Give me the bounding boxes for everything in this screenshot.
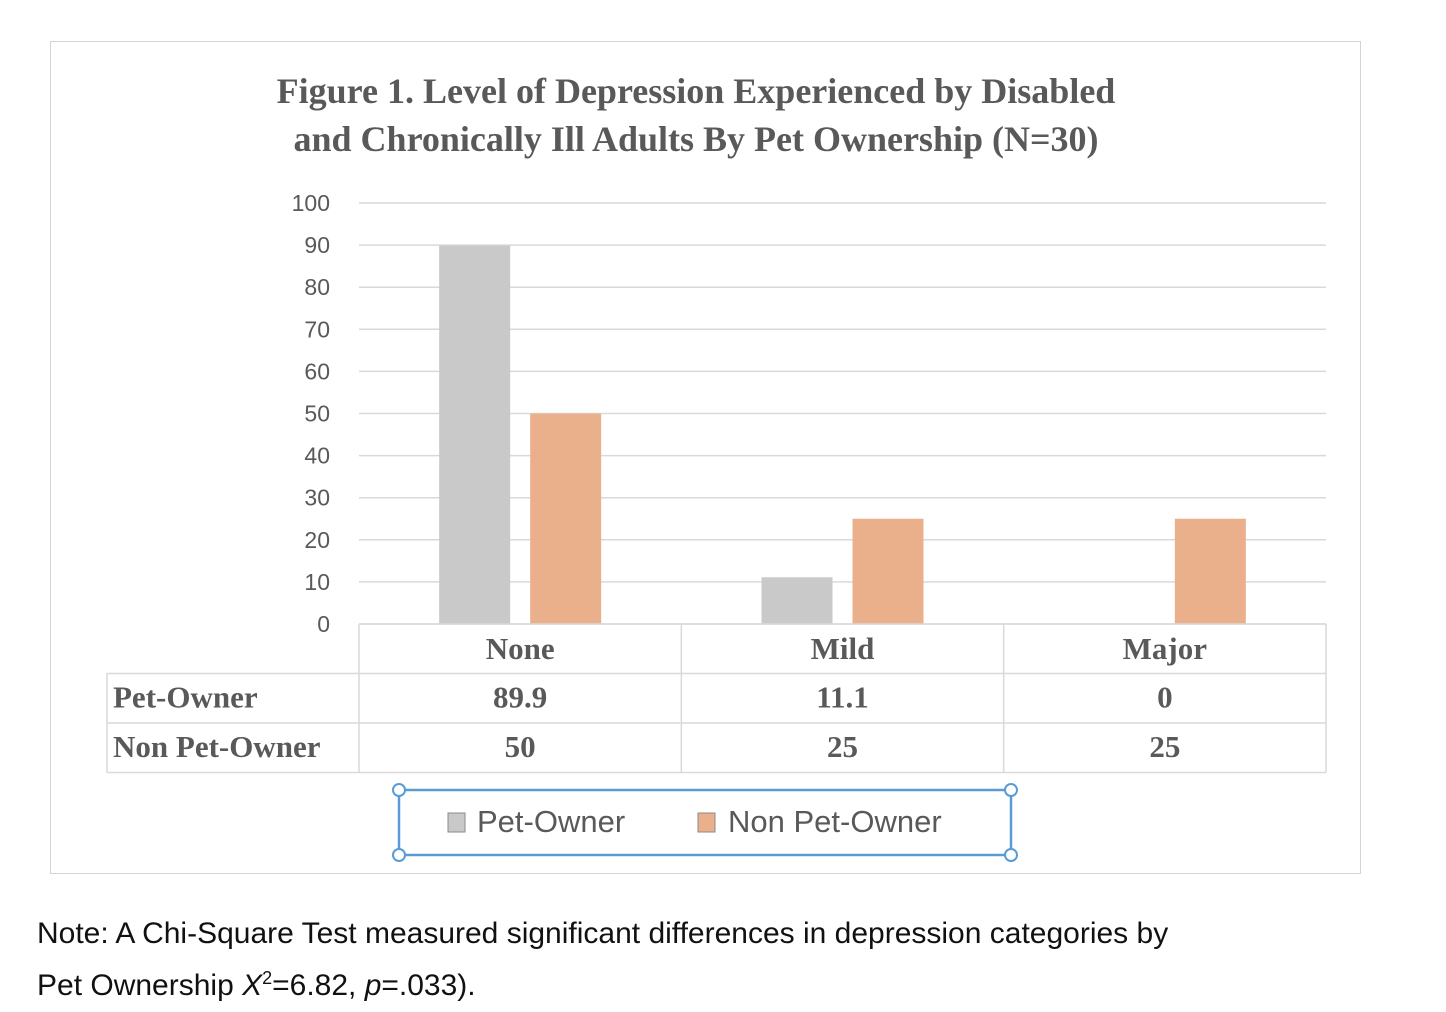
legend-label-pet-owner: Pet-Owner [477, 804, 625, 839]
table-cell-pet-owner-none: 89.9 [493, 680, 547, 715]
bar-non-pet-owner-none [530, 413, 602, 624]
y-tick-label-10: 10 [304, 569, 330, 595]
table-cell-non-pet-owner-none: 50 [505, 729, 536, 764]
resize-handle-top-left[interactable] [392, 783, 406, 797]
y-tick-label-90: 90 [304, 232, 330, 258]
chart-note: Note: A Chi-Square Test measured signifi… [37, 912, 1417, 1008]
table-row-label-pet-owner: Pet-Owner [113, 680, 258, 715]
table-cell-non-pet-owner-mild: 25 [827, 729, 858, 764]
bar-pet-owner-none [439, 245, 511, 624]
table-row-label-non-pet-owner: Non Pet-Owner [113, 729, 321, 764]
y-tick-label-0: 0 [317, 611, 330, 637]
p-symbol: p [364, 969, 382, 1002]
resize-handle-bottom-left[interactable] [392, 848, 406, 862]
gridlines [359, 202, 1326, 625]
legend-label-non-pet-owner: Non Pet-Owner [728, 804, 942, 839]
table-cell-pet-owner-major: 0 [1157, 680, 1173, 715]
legend-swatch-pet-owner [447, 812, 466, 833]
chart-title-line-1: Figure 1. Level of Depression Experience… [277, 71, 1116, 111]
table-cell-pet-owner-mild: 11.1 [816, 680, 869, 715]
legend-swatch-non-pet-owner [697, 812, 716, 833]
note-prefix: Pet Ownership [37, 969, 243, 1002]
table-cell-non-pet-owner-major: 25 [1149, 729, 1180, 764]
y-tick-label-20: 20 [304, 527, 330, 553]
category-label-mild: Mild [811, 631, 875, 666]
resize-handle-top-right[interactable] [1004, 783, 1018, 797]
bar-non-pet-owner-mild [852, 518, 924, 624]
y-tick-label-80: 80 [304, 274, 330, 300]
chi-square-symbol: X [242, 969, 263, 1002]
y-tick-label-60: 60 [304, 358, 330, 384]
note-line-1: Note: A Chi-Square Test measured signifi… [37, 917, 1169, 950]
chart-title-line-2: and Chronically Ill Adults By Pet Owners… [294, 119, 1099, 159]
resize-handle-bottom-right[interactable] [1004, 848, 1018, 862]
y-tick-label-40: 40 [304, 443, 330, 469]
p-value: =.033). [381, 969, 476, 1002]
y-tick-label-50: 50 [304, 401, 330, 427]
legend[interactable]: Pet-Owner Non Pet-Owner [392, 783, 1018, 862]
chi-square-superscript: 2 [262, 968, 273, 988]
bar-pet-owner-mild [761, 577, 833, 624]
bars [439, 245, 1246, 624]
y-axis-tick-labels: 0 10 20 30 40 50 60 70 80 90 100 [292, 190, 330, 637]
y-tick-label-100: 100 [292, 190, 330, 216]
y-tick-label-70: 70 [304, 316, 330, 342]
bar-chart: Figure 1. Level of Depression Experience… [106, 71, 1327, 862]
legend-selection-box [397, 788, 1013, 857]
chart-title: Figure 1. Level of Depression Experience… [277, 71, 1116, 159]
data-table: None Mild Major Pet-Owner 89.9 11.1 0 Non Pet-O… [106, 623, 1327, 774]
bar-non-pet-owner-major [1174, 518, 1246, 624]
note-line-2: Pet Ownership X2=6.82, p=.033). [37, 956, 1417, 1008]
chart-area[interactable]: Figure 1. Level of Depression Experience… [50, 41, 1361, 874]
category-label-major: Major [1123, 631, 1208, 666]
category-label-none: None [486, 631, 555, 666]
chi-square-value: =6.82, [272, 969, 365, 1002]
y-tick-label-30: 30 [304, 485, 330, 511]
